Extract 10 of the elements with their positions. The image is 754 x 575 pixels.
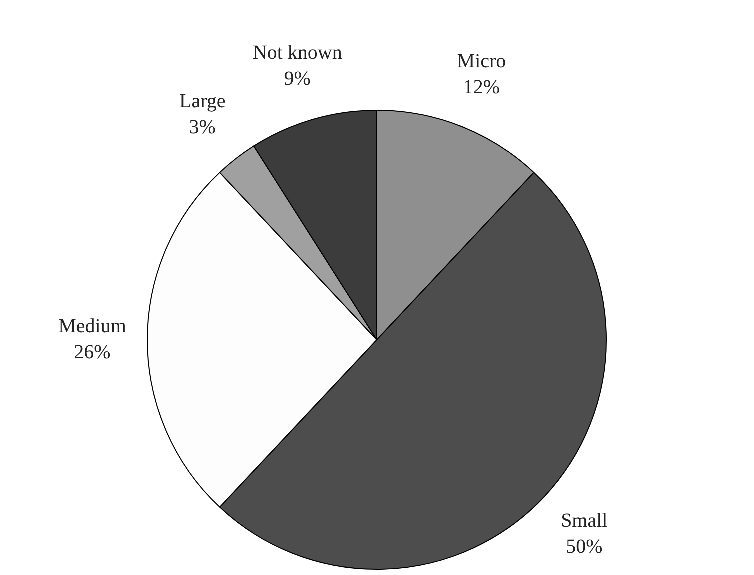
data-label: 9% xyxy=(284,68,311,90)
data-label: 3% xyxy=(189,116,216,138)
data-label: 12% xyxy=(463,76,500,99)
data-label: 26% xyxy=(74,341,111,364)
data-label: 50% xyxy=(566,536,603,558)
slice-label: Not known xyxy=(252,42,342,64)
slice-label: Micro xyxy=(457,50,506,73)
slice-label: Large xyxy=(179,90,226,112)
slice-label: Medium xyxy=(58,315,127,338)
slice-label: Small xyxy=(561,510,608,532)
